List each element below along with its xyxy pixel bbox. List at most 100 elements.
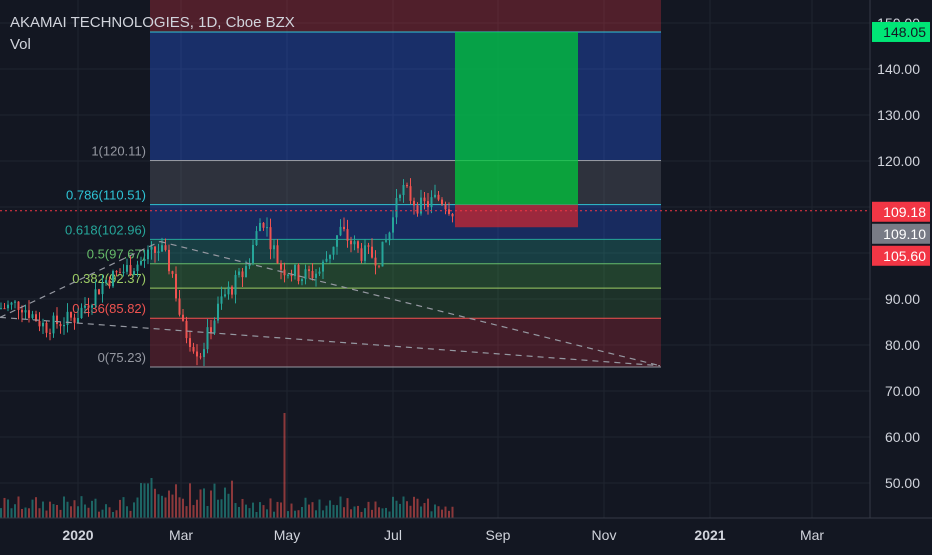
volume-label: Vol bbox=[10, 36, 31, 53]
price-badge bbox=[872, 21, 930, 42]
volume-bar bbox=[315, 510, 317, 518]
candle-body bbox=[444, 204, 447, 210]
fib-zone bbox=[150, 204, 661, 240]
candle-body bbox=[122, 271, 125, 274]
volume-bar bbox=[423, 503, 426, 518]
price-scale-panel bbox=[870, 0, 932, 550]
candle-body bbox=[42, 322, 44, 327]
long-position-stop-zone bbox=[455, 204, 578, 228]
candle-body bbox=[227, 286, 230, 295]
volume-bar bbox=[189, 483, 191, 518]
volume-bar bbox=[66, 501, 69, 518]
volume-bar bbox=[164, 497, 167, 518]
volume-bar bbox=[168, 490, 170, 518]
volume-bar bbox=[38, 508, 41, 518]
chart-legend: AKAMAI TECHNOLOGIES, 1D, Cboe BZX Vol bbox=[10, 12, 295, 56]
volume-bar bbox=[35, 497, 37, 518]
volume-bar bbox=[416, 498, 419, 518]
volume-bar bbox=[437, 506, 440, 518]
candle-body bbox=[353, 241, 356, 245]
price-badge bbox=[872, 223, 930, 244]
candle-body bbox=[108, 280, 111, 287]
volume-bar bbox=[318, 499, 321, 518]
candle-body bbox=[269, 227, 272, 250]
volume-bar bbox=[217, 499, 219, 518]
candle-body bbox=[451, 213, 454, 217]
volume-bar bbox=[409, 505, 412, 518]
volume-bar bbox=[84, 504, 86, 518]
volume-bar bbox=[353, 506, 356, 518]
price-tick-label: 80.00 bbox=[885, 337, 920, 353]
price-tick-label: 70.00 bbox=[885, 383, 920, 399]
volume-bar bbox=[434, 504, 436, 518]
time-tick-label: Sep bbox=[486, 527, 511, 543]
candle-body bbox=[140, 260, 142, 265]
candle-body bbox=[126, 265, 128, 272]
candle-body bbox=[318, 271, 321, 274]
volume-bar bbox=[150, 478, 153, 518]
volume-bar bbox=[308, 504, 310, 518]
candle-body bbox=[409, 186, 412, 201]
candle-body bbox=[45, 322, 48, 333]
fib-level-label: 0.618(102.96) bbox=[65, 222, 146, 237]
time-tick-label: Nov bbox=[592, 527, 617, 543]
candle-body bbox=[325, 258, 328, 262]
candle-body bbox=[112, 271, 114, 287]
volume-bar bbox=[171, 494, 174, 518]
volume-bar bbox=[157, 494, 160, 518]
volume-bar bbox=[220, 499, 223, 518]
candle-body bbox=[346, 229, 349, 241]
candle-body bbox=[38, 321, 41, 327]
volume-bar bbox=[269, 498, 272, 518]
volume-bar bbox=[238, 506, 240, 518]
volume-bar bbox=[105, 504, 107, 518]
candle-body bbox=[343, 226, 345, 230]
candle-body bbox=[196, 351, 198, 357]
volume-bars bbox=[0, 413, 454, 518]
volume-bar bbox=[178, 497, 181, 518]
candle-body bbox=[311, 271, 314, 278]
volume-bar bbox=[399, 503, 401, 518]
price-tick-label: 90.00 bbox=[885, 291, 920, 307]
volume-bar bbox=[234, 503, 237, 518]
candle-body bbox=[266, 227, 268, 229]
volume-bar bbox=[112, 511, 114, 518]
volume-bar bbox=[248, 508, 251, 518]
candle-body bbox=[287, 274, 289, 276]
volume-bar bbox=[280, 502, 282, 518]
candle-body bbox=[385, 240, 387, 242]
time-tick-label: 2021 bbox=[694, 527, 725, 543]
candle-body bbox=[367, 245, 370, 247]
candle-body bbox=[360, 248, 363, 261]
candle-body bbox=[161, 245, 163, 252]
volume-bar bbox=[378, 507, 380, 518]
volume-bar bbox=[329, 500, 331, 518]
volume-bar bbox=[448, 510, 450, 518]
candle-body bbox=[94, 289, 97, 306]
volume-bar bbox=[367, 501, 370, 518]
volume-bar bbox=[350, 509, 352, 518]
volume-bar bbox=[241, 498, 244, 518]
candle-body bbox=[87, 305, 90, 308]
volume-bar bbox=[143, 483, 146, 518]
volume-bar bbox=[273, 511, 275, 518]
candle-body bbox=[35, 314, 37, 322]
candle-body bbox=[91, 305, 93, 308]
candle-body bbox=[101, 282, 104, 295]
volume-bar bbox=[147, 483, 149, 518]
candle-body bbox=[84, 305, 86, 308]
volume-bar bbox=[126, 506, 128, 518]
candle-body bbox=[175, 273, 177, 299]
volume-bar bbox=[385, 507, 387, 518]
candle-body bbox=[0, 308, 2, 310]
volume-bar bbox=[224, 487, 226, 518]
candle-body bbox=[7, 304, 9, 309]
volume-bar bbox=[252, 502, 254, 518]
candles bbox=[0, 178, 454, 366]
candle-body bbox=[98, 289, 100, 295]
candle-body bbox=[105, 280, 107, 283]
candle-body bbox=[129, 265, 132, 275]
candle-body bbox=[238, 271, 240, 275]
